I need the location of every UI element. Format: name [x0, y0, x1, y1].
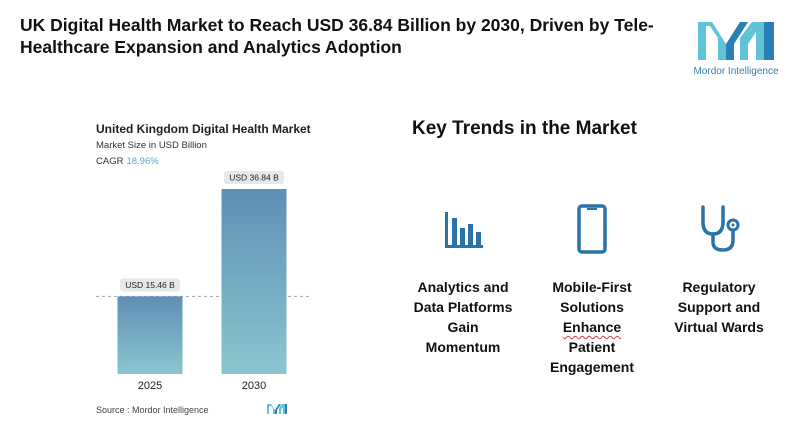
brand-logo: Mordor Intelligence	[688, 16, 784, 80]
chart-subtitle: Market Size in USD Billion	[96, 140, 207, 151]
trend-regulatory-line: Support and	[677, 299, 761, 315]
trend-analytics-line: Data Platforms	[413, 299, 513, 315]
bar	[117, 296, 183, 374]
trend-regulatory-label: Regulatory Support and Virtual Wards	[659, 277, 779, 337]
trend-mobile-line: Patient	[568, 339, 616, 355]
trend-analytics-line: Momentum	[425, 339, 501, 355]
bar	[221, 189, 287, 374]
stethoscope-icon	[701, 205, 740, 252]
bar-chart-icon	[445, 212, 483, 248]
data-label: USD 15.46 B	[125, 280, 175, 290]
trend-analytics-label: Analytics and Data Platforms Gain Moment…	[403, 277, 523, 357]
data-label-bg	[224, 171, 284, 184]
page-headline: UK Digital Health Market to Reach USD 36…	[20, 15, 654, 57]
cagr-label: CAGR	[96, 156, 124, 167]
trend-mobile-label: Mobile-First Solutions Enhance Patient E…	[532, 277, 652, 377]
trend-mobile-line-text: Enhance	[562, 319, 622, 335]
smartphone-icon	[577, 204, 607, 254]
chart-cagr: CAGR 18.96%	[96, 156, 159, 167]
x-tick-label: 2030	[242, 380, 266, 392]
trend-analytics-line: Gain	[447, 319, 479, 335]
chart-title: United Kingdom Digital Health Market	[96, 122, 311, 136]
trend-mobile-line: Enhance	[532, 317, 652, 337]
source-logo-icon	[267, 404, 287, 414]
brand-logo-mark-icon	[698, 22, 774, 60]
brand-logo-text: Mordor Intelligence	[693, 66, 779, 77]
chart-source: Source : Mordor Intelligence	[96, 405, 209, 415]
trend-mobile-line: Solutions	[560, 299, 624, 315]
trend-regulatory-line: Regulatory	[682, 279, 756, 295]
trends-title: Key Trends in the Market	[412, 118, 637, 139]
trend-mobile-line: Mobile-First	[552, 279, 632, 295]
trend-analytics-line: Analytics and	[417, 279, 509, 295]
trend-regulatory-line: Virtual Wards	[674, 319, 764, 335]
data-label: USD 36.84 B	[229, 173, 279, 183]
trend-mobile-line: Engagement	[549, 359, 634, 375]
x-tick-label: 2025	[138, 380, 162, 392]
cagr-value: 18.96%	[126, 156, 159, 167]
data-label-bg	[120, 278, 180, 292]
